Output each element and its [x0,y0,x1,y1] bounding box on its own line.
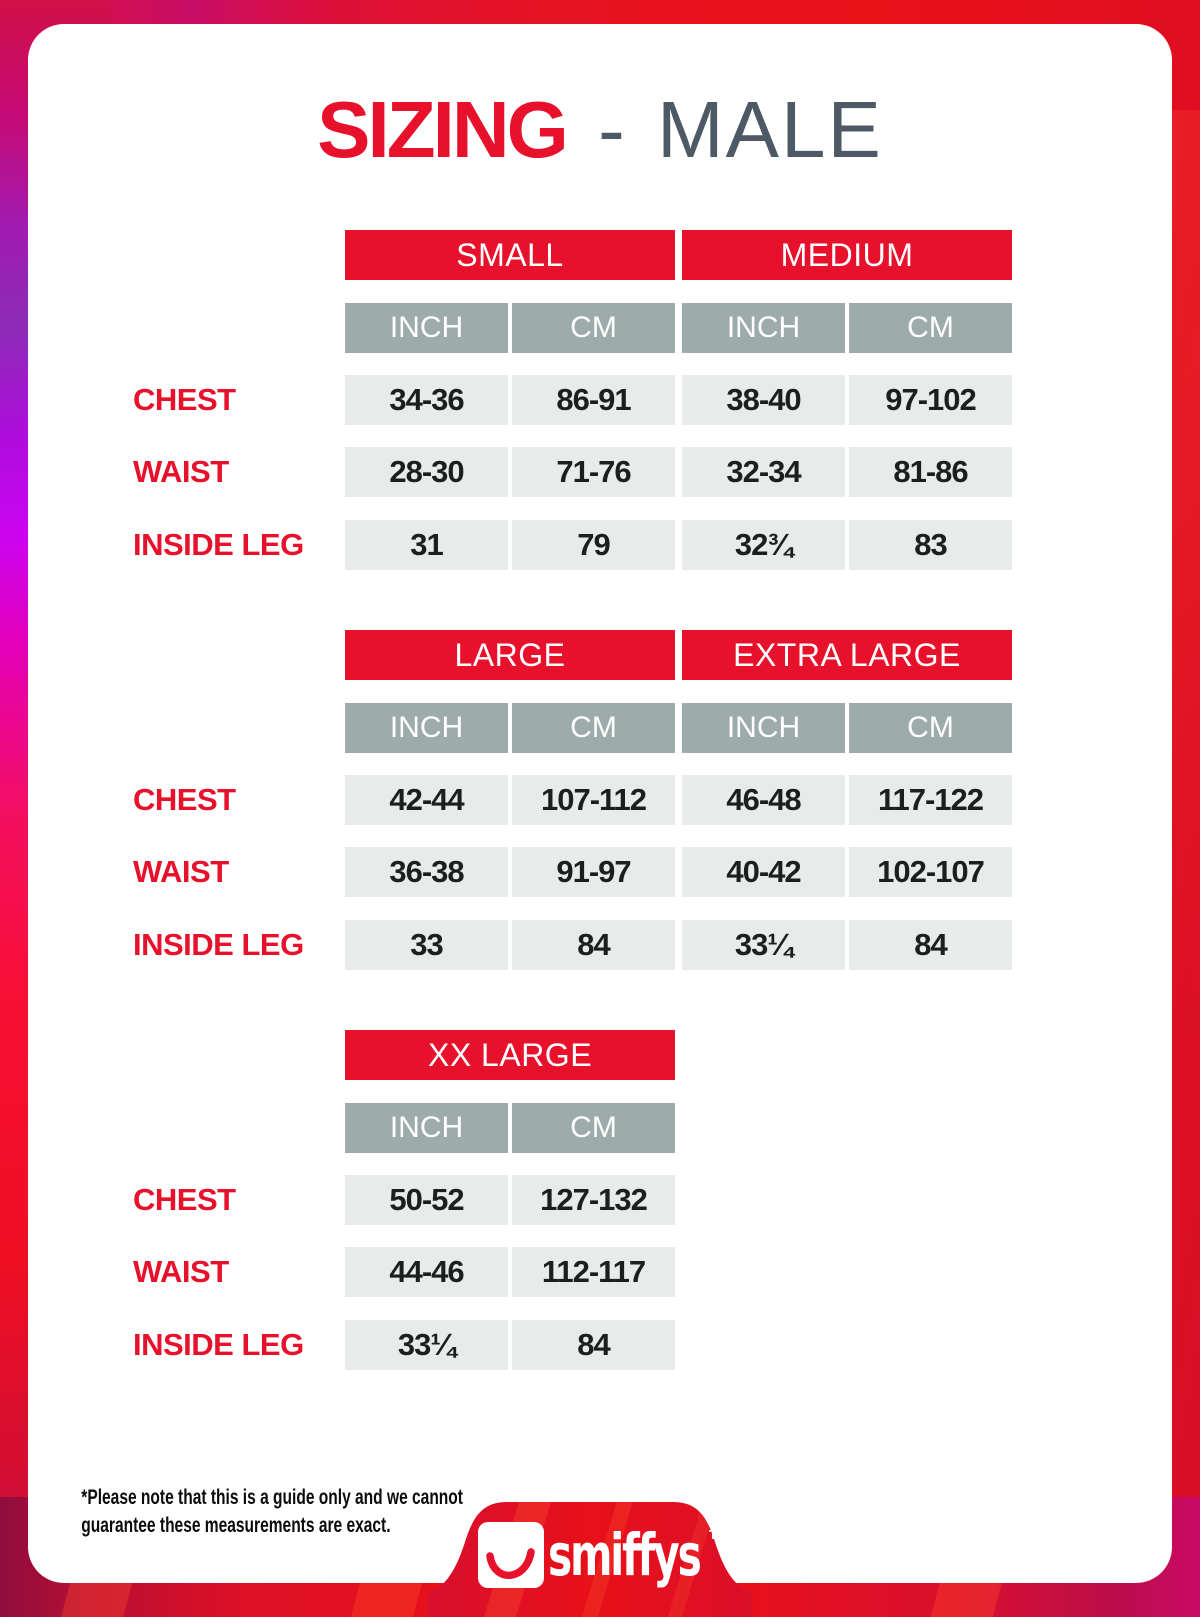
table-cell: 40-42 [682,847,845,897]
table-cell: 50-52 [345,1175,508,1225]
brand-wordmark: smiffys [548,1521,702,1589]
size-table-large-xlarge: LARGE EXTRA LARGE INCH CM INCH CM CHEST … [133,630,1012,970]
size-header-xx-large: XX LARGE [345,1030,675,1080]
table-cell: 38-40 [682,375,845,425]
unit-header: INCH [682,303,845,353]
title-separator: - [598,85,625,174]
table-cell: 91-97 [512,847,675,897]
unit-header: CM [849,703,1012,753]
trademark-symbol: TM [709,1528,730,1542]
unit-header: CM [512,703,675,753]
size-header-small: SMALL [345,230,675,280]
content-card: SIZING - MALE SMALL MEDIUM INCH CM INCH … [28,24,1172,1583]
table-cell: 86-91 [512,375,675,425]
row-label-waist: WAIST [133,1254,229,1289]
table-cell: 84 [849,920,1012,970]
table-cell: 84 [512,1320,675,1370]
title-male: MALE [656,85,883,174]
disclaimer-line-1: *Please note that this is a guide only a… [81,1486,463,1509]
table-cell: 33¼ [345,1320,508,1370]
page-title: SIZING - MALE [28,88,1172,172]
table-cell: 44-46 [345,1247,508,1297]
smiffys-logo-badge: smiffys TM [428,1480,752,1617]
table-cell: 107-112 [512,775,675,825]
table-cell: 83 [849,520,1012,570]
unit-header: INCH [345,1103,508,1153]
row-label-chest: CHEST [133,382,236,417]
smiffys-badge-shape [428,1502,752,1617]
unit-header: CM [512,1103,675,1153]
unit-header: CM [512,303,675,353]
unit-header: INCH [682,703,845,753]
size-header-large: LARGE [345,630,675,680]
row-label-chest: CHEST [133,782,236,817]
table-cell: 117-122 [849,775,1012,825]
row-label-inside-leg: INSIDE LEG [133,927,304,962]
table-cell: 36-38 [345,847,508,897]
size-header-extra-large: EXTRA LARGE [682,630,1012,680]
table-cell: 71-76 [512,447,675,497]
table-cell: 112-117 [512,1247,675,1297]
size-table-small-medium: SMALL MEDIUM INCH CM INCH CM CHEST 34-36… [133,230,1012,570]
table-cell: 84 [512,920,675,970]
table-cell: 34-36 [345,375,508,425]
table-cell: 28-30 [345,447,508,497]
table-cell: 46-48 [682,775,845,825]
unit-header: CM [849,303,1012,353]
table-cell: 33 [345,920,508,970]
size-table-xxlarge: XX LARGE INCH CM CHEST 50-52 127-132 WAI… [133,1030,675,1370]
row-label-chest: CHEST [133,1182,236,1217]
table-cell: 102-107 [849,847,1012,897]
table-cell: 81-86 [849,447,1012,497]
row-label-inside-leg: INSIDE LEG [133,1327,304,1362]
title-sizing: SIZING [317,85,569,174]
table-cell: 31 [345,520,508,570]
table-cell: 33¼ [682,920,845,970]
unit-header: INCH [345,303,508,353]
disclaimer-line-2: guarantee these measurements are exact. [81,1514,391,1537]
unit-header: INCH [345,703,508,753]
table-cell: 97-102 [849,375,1012,425]
smiffys-smile-icon [486,1548,535,1580]
table-cell: 42-44 [345,775,508,825]
row-label-waist: WAIST [133,454,229,489]
table-cell: 79 [512,520,675,570]
table-cell: 32¾ [682,520,845,570]
row-label-inside-leg: INSIDE LEG [133,527,304,562]
size-header-medium: MEDIUM [682,230,1012,280]
row-label-waist: WAIST [133,854,229,889]
table-cell: 127-132 [512,1175,675,1225]
disclaimer-note: *Please note that this is a guide only a… [81,1484,463,1540]
table-cell: 32-34 [682,447,845,497]
